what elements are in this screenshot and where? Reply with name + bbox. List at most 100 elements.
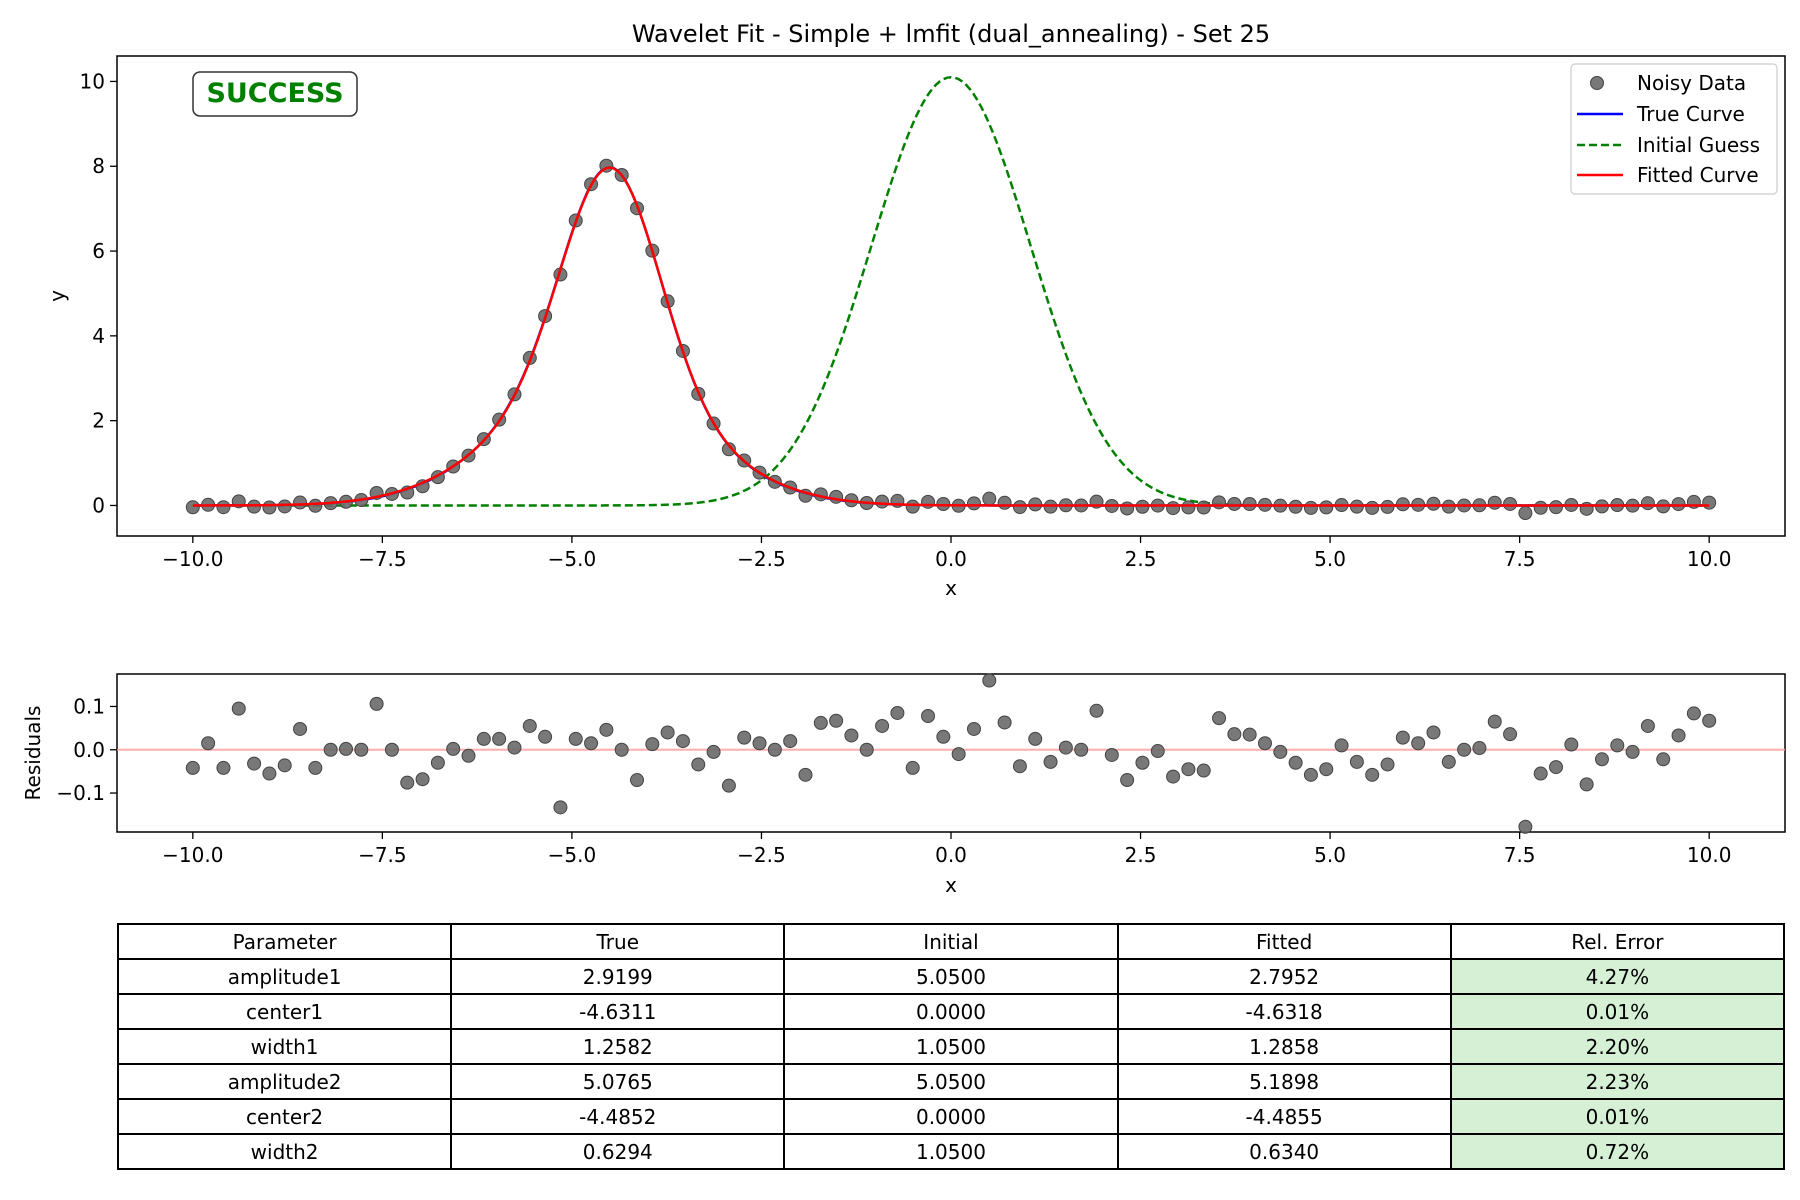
noisy-data-point <box>293 495 308 510</box>
table-cell: width1 <box>116 1028 453 1065</box>
residual-point <box>1686 706 1701 721</box>
residual-point <box>997 715 1012 730</box>
residual-point <box>1457 742 1472 757</box>
x-tick-label: −2.5 <box>737 547 786 571</box>
residual-point <box>1074 742 1089 757</box>
residual-point <box>538 729 553 744</box>
y-tick-label: −0.1 <box>56 781 105 805</box>
noisy-data-point <box>997 495 1012 510</box>
residual-point <box>415 772 430 787</box>
noisy-data-point <box>1518 506 1533 521</box>
table-row: amplitude2 5.0765 5.0500 5.1898 2.23% <box>116 1063 1786 1100</box>
noisy-data-point <box>1196 500 1211 515</box>
table-cell: 1.0500 <box>783 1028 1119 1065</box>
noisy-data-point <box>905 499 920 514</box>
residuals-x-axis-label: x <box>945 873 957 897</box>
residual-point <box>1395 730 1410 745</box>
residual-point <box>430 755 445 770</box>
noisy-data-point <box>1503 496 1518 511</box>
residual-point <box>1196 763 1211 778</box>
residual-point <box>1227 727 1242 742</box>
noisy-data-point <box>262 500 277 515</box>
table-cell: 5.0500 <box>783 1063 1119 1100</box>
table-cell: 0.6294 <box>450 1133 786 1170</box>
table-cell: 2.7952 <box>1116 958 1452 995</box>
residual-point <box>660 725 675 740</box>
residual-point <box>1012 759 1027 774</box>
table-cell: center1 <box>116 993 453 1030</box>
residual-point <box>1503 727 1518 742</box>
rel-error-cell: 0.72% <box>1449 1133 1786 1170</box>
residual-point <box>1334 738 1349 753</box>
residual-point <box>323 742 338 757</box>
success-badge: SUCCESS <box>192 71 358 117</box>
x-tick-label: 2.5 <box>1125 547 1157 571</box>
residual-point <box>1135 755 1150 770</box>
residual-point <box>691 757 706 772</box>
residual-point <box>1319 762 1334 777</box>
x-tick-label: 5.0 <box>1314 843 1346 867</box>
residual-point <box>1288 755 1303 770</box>
residual-point <box>247 756 262 771</box>
residual-point <box>1472 741 1487 756</box>
residual-point <box>951 747 966 762</box>
table-cell: 5.1898 <box>1116 1063 1452 1100</box>
parameter-table: Parameter True Initial Fitted Rel. Error… <box>116 923 1786 1170</box>
legend-label-noisy-data: Noisy Data <box>1637 71 1746 95</box>
noisy-data-point <box>1135 499 1150 514</box>
residual-point <box>1028 731 1043 746</box>
residual-point <box>1610 738 1625 753</box>
residual-point <box>400 775 415 790</box>
residual-point <box>461 748 476 763</box>
x-tick-label: −5.0 <box>548 547 597 571</box>
table-header-cell: Fitted <box>1116 923 1452 960</box>
residual-point <box>936 729 951 744</box>
residual-point <box>1518 819 1533 834</box>
table-row: amplitude1 2.9199 5.0500 2.7952 4.27% <box>116 958 1786 995</box>
x-tick-label: −10.0 <box>162 843 223 867</box>
residual-point <box>1625 744 1640 759</box>
noisy-data-point <box>1166 501 1181 516</box>
x-tick-label: 10.0 <box>1687 843 1732 867</box>
residual-point <box>1166 769 1181 784</box>
residual-point <box>476 731 491 746</box>
x-tick-label: 7.5 <box>1504 843 1536 867</box>
residual-point <box>1349 754 1364 769</box>
residual-point <box>231 701 246 716</box>
residual-point <box>890 705 905 720</box>
table-row: center2 -4.4852 0.0000 -4.4855 0.01% <box>116 1098 1786 1135</box>
table-cell: 5.0500 <box>783 958 1119 995</box>
noisy-data-point <box>277 499 292 514</box>
noisy-data-point <box>1181 500 1196 515</box>
residual-point <box>522 718 537 733</box>
fitted-curve-line <box>192 166 1710 507</box>
residual-point <box>1564 737 1579 752</box>
legend-label-initial-guess: Initial Guess <box>1637 133 1760 157</box>
noisy-data-point <box>1212 495 1227 510</box>
residual-point <box>767 742 782 757</box>
residual-point <box>706 744 721 759</box>
noisy-data-point <box>247 499 262 514</box>
residual-point <box>1303 767 1318 782</box>
x-tick-label: 0.0 <box>935 547 967 571</box>
residual-point <box>614 742 629 757</box>
table-cell: -4.6318 <box>1116 993 1452 1030</box>
residual-point <box>1257 736 1272 751</box>
initial-guess-line <box>192 75 1710 507</box>
y-tick-label: 0.0 <box>73 738 105 762</box>
x-tick-label: 7.5 <box>1504 547 1536 571</box>
table-cell: 1.0500 <box>783 1133 1119 1170</box>
main-x-axis-ticks: −10.0 −7.5 −5.0 −2.5 0.0 2.5 5.0 7.5 10.0 <box>162 536 1731 571</box>
rel-error-cell: 0.01% <box>1449 1098 1786 1135</box>
noisy-data-point <box>921 494 936 509</box>
residual-point <box>1533 766 1548 781</box>
main-y-axis-label: y <box>45 290 69 302</box>
fitted-curve-path <box>192 166 1710 507</box>
legend-box <box>1570 63 1778 195</box>
noisy-data-point <box>1227 496 1242 511</box>
residual-point <box>675 734 690 749</box>
residual-point <box>875 718 890 733</box>
noisy-data-points <box>185 158 1717 521</box>
residual-point <box>1579 777 1594 792</box>
residual-point <box>1656 752 1671 767</box>
